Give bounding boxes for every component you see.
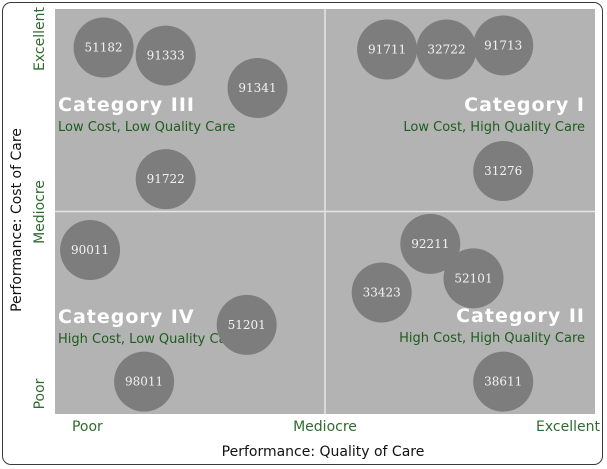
- bubble-52101: [443, 248, 504, 309]
- scatter-plot: Category III Low Cost, Low Quality Care Ca…: [55, 9, 595, 414]
- bubble-98011: [114, 351, 175, 412]
- quadrant-subtitle-cat2: High Cost, High Quality Care: [399, 331, 585, 346]
- bubble-33423: [351, 262, 412, 323]
- bubble-label-33423: 33423: [363, 286, 401, 300]
- bubble-label-51201: 51201: [228, 318, 266, 332]
- bubble-label-38611: 38611: [484, 375, 522, 389]
- bubble-91722: [135, 149, 196, 210]
- x-tick-label-0: Poor: [71, 419, 103, 435]
- bubble-label-52101: 52101: [454, 271, 492, 285]
- bubble-92211: [400, 213, 461, 274]
- quadrant-title-cat2: Category II: [456, 305, 585, 327]
- y-tick-label-1: Mediocre: [32, 179, 48, 244]
- bubble-label-91711: 91711: [368, 43, 406, 57]
- bubble-91713: [473, 15, 534, 76]
- plot-area: Category III Low Cost, Low Quality Care Ca…: [55, 9, 595, 414]
- quadrant-subtitle-cat4: High Cost, Low Quality Care: [58, 332, 240, 347]
- bubble-38611: [473, 351, 534, 412]
- y-axis-label: Performance: Cost of Care: [9, 128, 25, 312]
- x-tick-label-1: Mediocre: [293, 419, 357, 435]
- bubble-label-91722: 91722: [147, 172, 185, 186]
- bubble-51182: [73, 17, 134, 78]
- bubble-label-98011: 98011: [125, 375, 163, 389]
- quadrant-title-cat4: Category IV: [58, 306, 195, 328]
- bubble-31276: [473, 141, 534, 201]
- y-tick-label-2: Excellent: [32, 7, 48, 72]
- x-axis-label: Performance: Quality of Care: [221, 444, 425, 460]
- quadrant-title-cat1: Category I: [464, 94, 585, 116]
- bubble-label-32722: 32722: [427, 43, 465, 57]
- bubble-51201: [216, 294, 277, 355]
- y-tick-label-0: Poor: [32, 378, 48, 410]
- bubble-label-91341: 91341: [238, 81, 276, 95]
- bubble-91341: [227, 57, 288, 118]
- bubble-32722: [416, 19, 477, 80]
- bubble-label-91713: 91713: [484, 38, 522, 52]
- bubble-label-31276: 31276: [484, 164, 522, 178]
- bubble-91333: [135, 25, 196, 86]
- bubble-label-51182: 51182: [85, 40, 123, 54]
- quadrant-subtitle-cat1: Low Cost, High Quality Care: [403, 120, 585, 135]
- bubble-label-90011: 90011: [71, 243, 109, 257]
- quadrant-subtitle-cat3: Low Cost, Low Quality Care: [58, 120, 235, 135]
- quadrant-title-cat3: Category III: [58, 94, 195, 116]
- bubble-90011: [60, 219, 121, 280]
- bubble-label-91333: 91333: [147, 49, 185, 63]
- bubble-label-92211: 92211: [411, 237, 449, 251]
- bubble-91711: [357, 19, 418, 80]
- x-tick-label-2: Excellent: [536, 419, 600, 435]
